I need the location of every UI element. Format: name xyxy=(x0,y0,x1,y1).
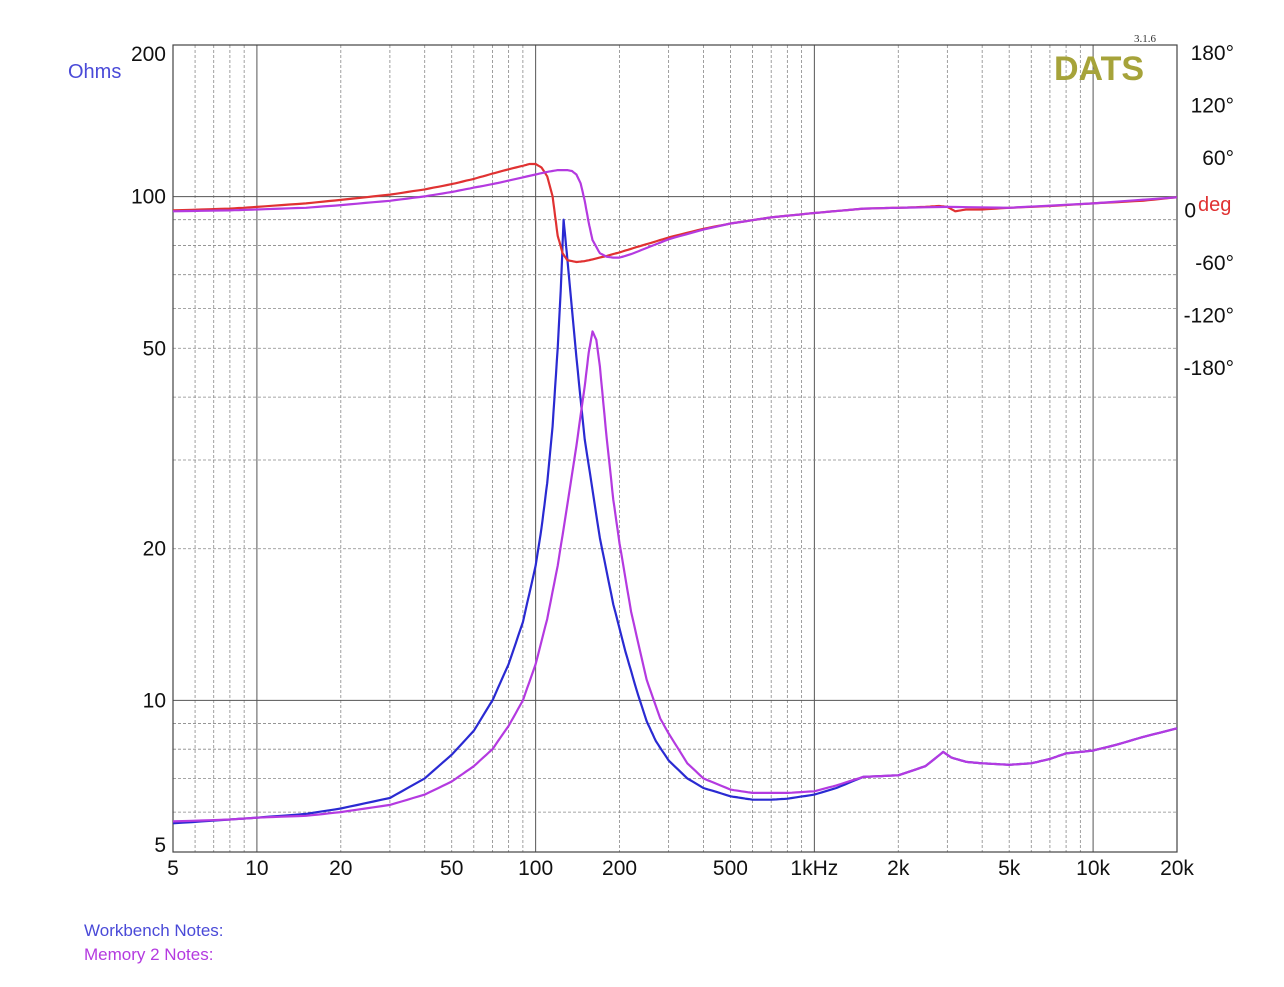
dats-logo: DATS xyxy=(1054,50,1144,88)
x-tick-label: 2k xyxy=(887,857,910,880)
workbench-notes: Workbench Notes: xyxy=(84,921,224,940)
y-tick-label: 10 xyxy=(143,689,166,712)
plot-frame xyxy=(172,44,1178,853)
x-tick-label: 100 xyxy=(518,857,553,880)
y2-tick-label: 120° xyxy=(1191,95,1234,118)
series-layer xyxy=(172,162,1178,825)
y2-axis-ticks: 180° 120° 60° 0 -60° -120° -180° xyxy=(1184,42,1234,380)
ohms-axis-label: Ohms xyxy=(68,61,121,83)
x-tick-label: 10 xyxy=(245,857,268,880)
y-axis-ticks: 200 100 50 20 10 5 xyxy=(131,43,166,857)
y-tick-label: 100 xyxy=(131,186,166,209)
x-tick-label: 5 xyxy=(167,857,179,880)
series-line-memory-2-phase xyxy=(172,169,1178,259)
series-line-memory-2 xyxy=(172,330,1178,823)
x-axis-ticks: 5 10 20 50 100 200 500 1kHz 2k 5k 10k 20k xyxy=(167,857,1194,880)
memory-notes: Memory 2 Notes: xyxy=(84,945,214,964)
x-tick-label: 20 xyxy=(329,857,352,880)
y-tick-label: 5 xyxy=(154,834,166,857)
x-tick-label: 20k xyxy=(1160,857,1194,880)
x-tick-label: 200 xyxy=(602,857,637,880)
grid xyxy=(173,45,1177,852)
series-line-workbench xyxy=(172,218,1178,825)
x-tick-label: 5k xyxy=(998,857,1021,880)
y2-tick-label: -120° xyxy=(1184,305,1234,328)
y-tick-label: 200 xyxy=(131,43,166,66)
y2-tick-label: -180° xyxy=(1184,357,1234,380)
y2-tick-label: 180° xyxy=(1191,42,1234,65)
y2-tick-label: -60° xyxy=(1195,252,1234,275)
y2-tick-label: 0 xyxy=(1184,200,1196,223)
x-tick-label: 1kHz xyxy=(790,857,838,880)
y-tick-label: 20 xyxy=(143,538,166,561)
version-label: 3.1.6 xyxy=(1134,33,1157,45)
y-tick-label: 50 xyxy=(143,337,166,360)
x-tick-label: 10k xyxy=(1076,857,1110,880)
x-tick-label: 50 xyxy=(440,857,463,880)
x-tick-label: 500 xyxy=(713,857,748,880)
deg-axis-label: deg xyxy=(1198,194,1231,216)
y2-tick-label: 60° xyxy=(1202,147,1234,170)
series-line-workbench-phase xyxy=(172,162,1178,264)
